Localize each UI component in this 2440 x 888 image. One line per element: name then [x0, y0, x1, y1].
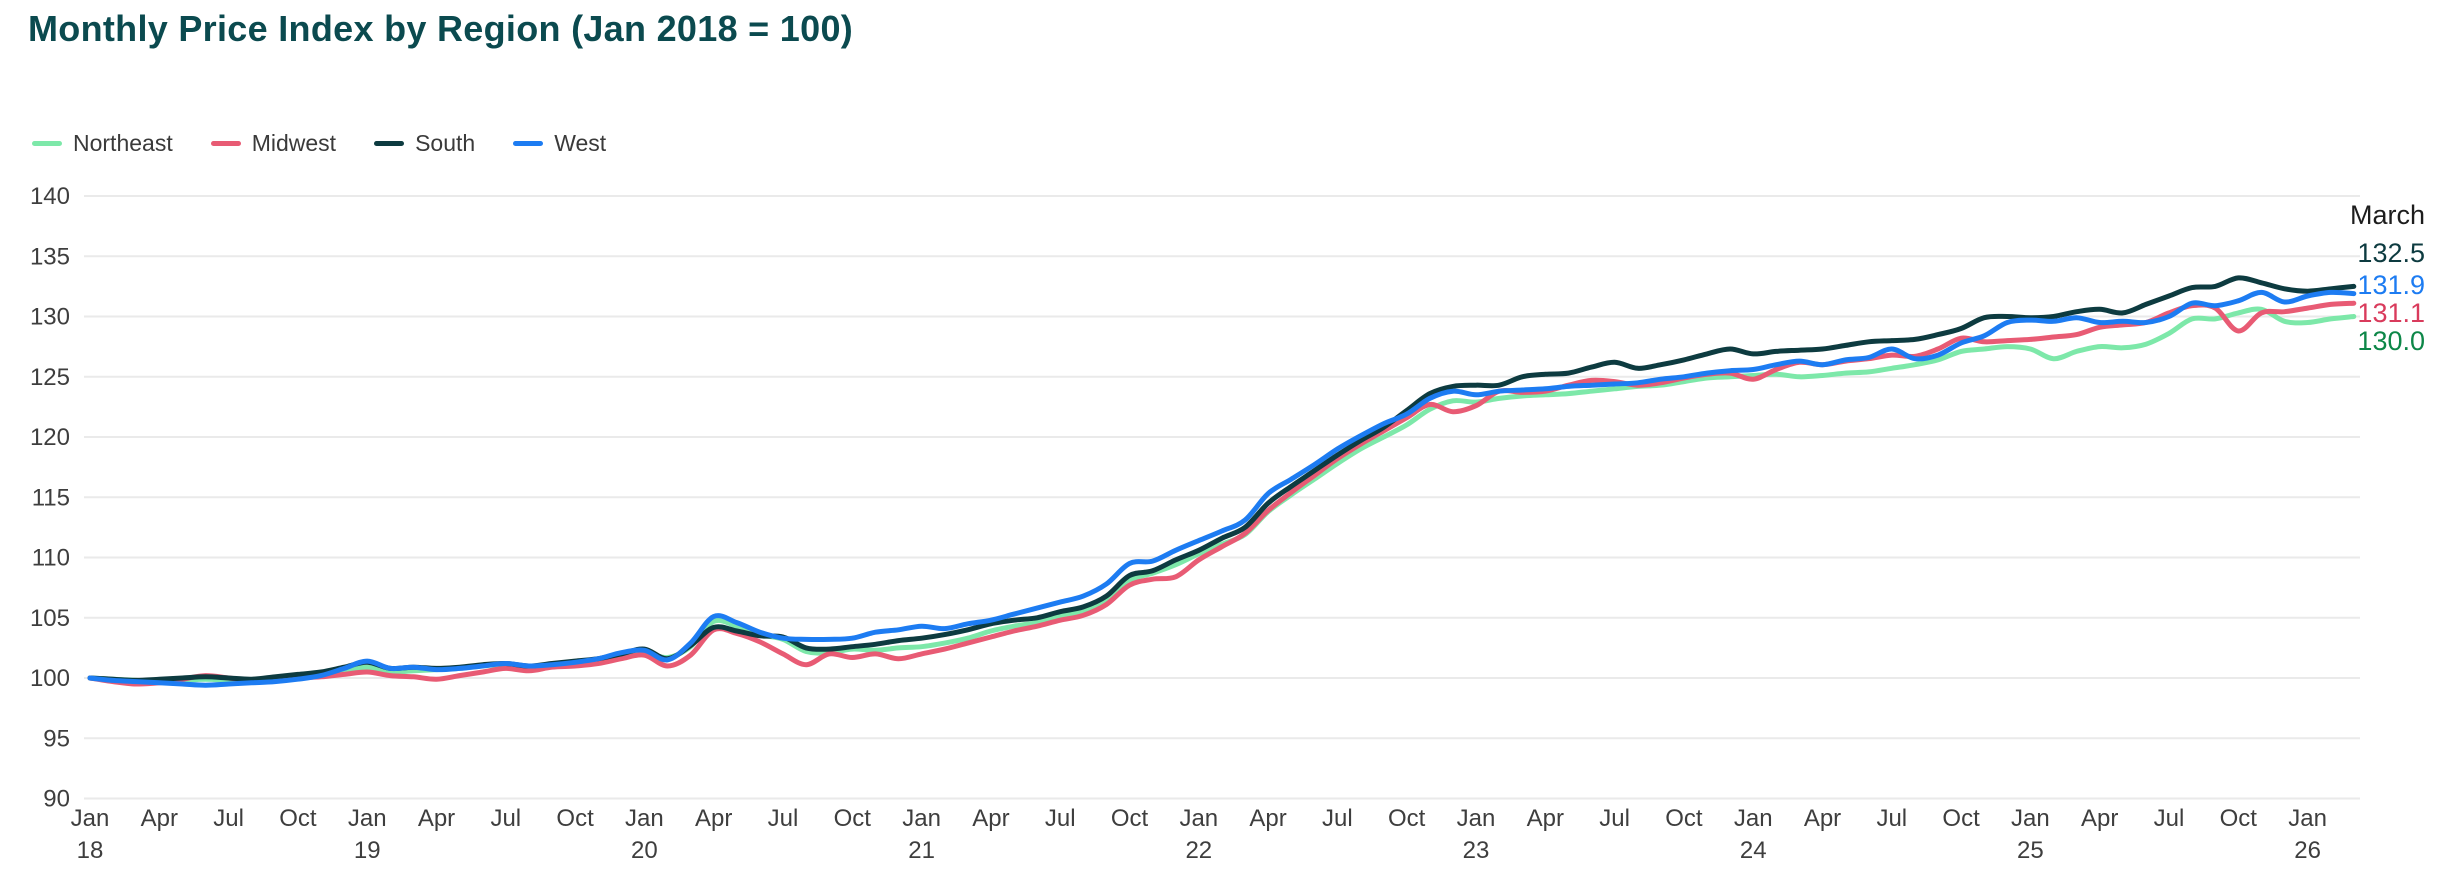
x-tick-label: Jul: [768, 805, 799, 832]
y-tick-label: 130: [30, 304, 70, 331]
legend-label: Northeast: [73, 130, 173, 156]
y-tick-label: 105: [30, 605, 70, 632]
x-tick-label: Oct: [2220, 805, 2258, 832]
y-tick-label: 115: [32, 484, 70, 511]
x-tick-label: Jan: [2011, 805, 2050, 832]
y-tick-label: 120: [30, 424, 70, 451]
legend-item-south[interactable]: South: [374, 130, 475, 157]
y-tick-label: 140: [30, 183, 70, 210]
x-tick-label: Apr: [418, 805, 455, 832]
x-tick-label: Oct: [834, 805, 872, 832]
x-tick-label: Jan: [348, 805, 387, 832]
x-tick-label: Jul: [490, 805, 521, 832]
x-tick-label: Jul: [1322, 805, 1353, 832]
x-year-label: 20: [631, 837, 658, 864]
x-tick-label: Oct: [279, 805, 317, 832]
x-tick-label: Jan: [71, 805, 110, 832]
x-tick-label: Jan: [2288, 805, 2327, 832]
x-tick-label: Jul: [1045, 805, 1076, 832]
x-tick-label: Oct: [556, 805, 594, 832]
page-title: Monthly Price Index by Region (Jan 2018 …: [28, 8, 854, 49]
legend-item-midwest[interactable]: Midwest: [210, 130, 337, 157]
y-tick-label: 110: [32, 545, 70, 572]
x-tick-label: Jul: [1876, 805, 1907, 832]
x-tick-label: Jan: [1457, 805, 1496, 832]
legend-swatch-icon: [32, 141, 62, 146]
x-year-label: 21: [908, 837, 935, 864]
legend: Northeast Midwest South West: [32, 130, 606, 157]
x-tick-label: Jan: [625, 805, 664, 832]
y-tick-label: 135: [30, 243, 70, 270]
end-value-south: 132.5: [2357, 238, 2425, 268]
grid-lines: [84, 195, 2360, 800]
series-line-northeast: [87, 306, 2357, 685]
series-line-west: [87, 289, 2357, 688]
x-tick-label: Jan: [1734, 805, 1773, 832]
end-value-northeast: 130.0: [2357, 326, 2425, 356]
x-year-label: 23: [1463, 837, 1490, 864]
x-tick-label: Oct: [1665, 805, 1703, 832]
legend-swatch-icon: [210, 141, 241, 146]
x-tick-label: Oct: [1388, 805, 1426, 832]
legend-item-west[interactable]: West: [513, 130, 606, 157]
legend-label: South: [415, 130, 476, 156]
x-tick-label: Apr: [972, 805, 1009, 832]
x-tick-label: Apr: [1804, 805, 1841, 832]
x-tick-label: Jan: [1179, 805, 1218, 832]
x-year-label: 26: [2294, 837, 2321, 864]
x-axis: Jan 18 Apr Jul Oct Jan 19 Apr Jul Oct Jan 20 Apr Jul O…: [71, 805, 2327, 864]
x-year-label: 25: [2017, 837, 2044, 864]
x-year-label: 18: [77, 837, 104, 864]
legend-swatch-icon: [374, 141, 405, 146]
annotation-month-label: March: [2349, 200, 2425, 230]
y-tick-label: 95: [43, 725, 70, 752]
x-tick-label: Apr: [2081, 805, 2118, 832]
x-year-label: 19: [354, 837, 381, 864]
x-tick-label: Apr: [1527, 805, 1564, 832]
x-tick-label: Apr: [141, 805, 178, 832]
legend-swatch-icon: [513, 141, 544, 146]
y-tick-label: 125: [30, 364, 70, 391]
legend-label: West: [554, 130, 607, 156]
end-value-west: 131.9: [2357, 270, 2425, 300]
x-tick-label: Jul: [1599, 805, 1630, 832]
x-tick-label: Jul: [2154, 805, 2185, 832]
x-tick-label: Jan: [902, 805, 941, 832]
end-value-midwest: 131.1: [2357, 298, 2425, 328]
x-year-label: 22: [1185, 837, 1212, 864]
x-year-label: 24: [1740, 837, 1767, 864]
legend-item-northeast[interactable]: Northeast: [32, 130, 173, 157]
y-axis: 140 135 130 125 120 115 110 105 100 95 90: [30, 183, 70, 813]
y-tick-label: 100: [30, 665, 70, 692]
x-tick-label: Oct: [1111, 805, 1149, 832]
legend-label: Midwest: [251, 130, 337, 156]
x-tick-label: Apr: [695, 805, 732, 832]
y-tick-label: 90: [43, 786, 70, 813]
x-tick-label: Jul: [213, 805, 244, 832]
series-line-midwest: [87, 300, 2357, 687]
x-tick-label: Apr: [1249, 805, 1286, 832]
x-tick-label: Oct: [1942, 805, 1980, 832]
